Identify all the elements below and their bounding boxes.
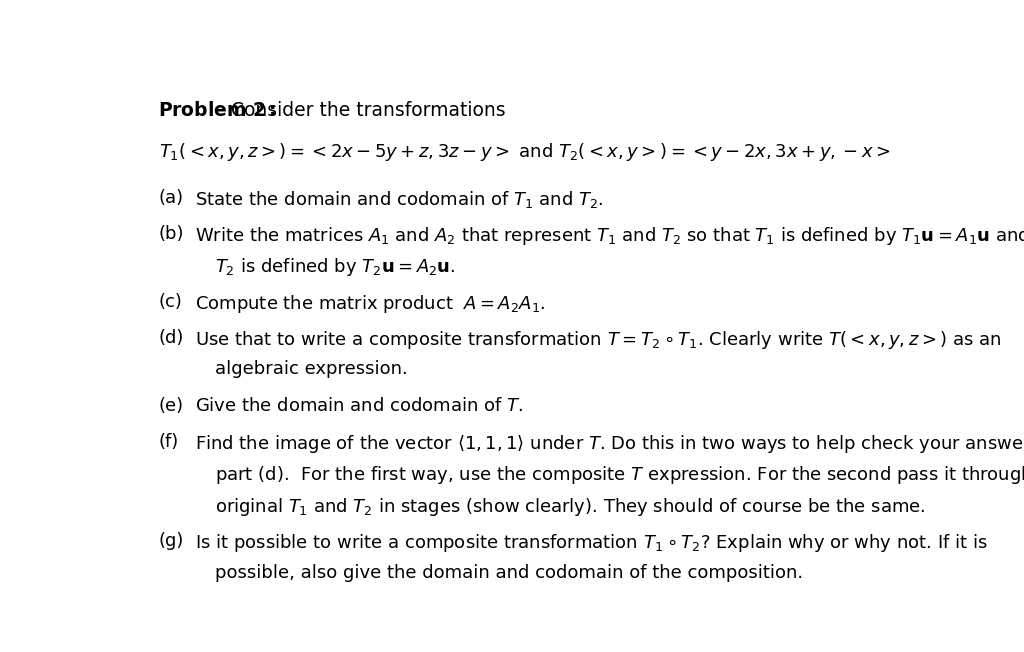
Text: algebraic expression.: algebraic expression. — [215, 361, 408, 378]
Text: $T_2$ is defined by $T_2\mathbf{u} = A_2\mathbf{u}$.: $T_2$ is defined by $T_2\mathbf{u} = A_2… — [215, 256, 456, 278]
Text: (a): (a) — [158, 188, 183, 207]
Text: Use that to write a composite transformation $T = T_2 \circ T_1$. Clearly write : Use that to write a composite transforma… — [196, 329, 1001, 351]
Text: Write the matrices $A_1$ and $A_2$ that represent $T_1$ and $T_2$ so that $T_1$ : Write the matrices $A_1$ and $A_2$ that … — [196, 225, 1024, 247]
Text: (f): (f) — [158, 433, 178, 451]
Text: original $T_1$ and $T_2$ in stages (show clearly). They should of course be the : original $T_1$ and $T_2$ in stages (show… — [215, 496, 926, 518]
Text: Find the image of the vector $\langle 1,1,1\rangle$ under $T$. Do this in two wa: Find the image of the vector $\langle 1,… — [196, 433, 1024, 454]
Text: $T_1(<x,y,z>)=<2x-5y+z,3z-y>$ and $T_2(<x,y>)=<y-2x,3x+y,-x>$: $T_1(<x,y,z>)=<2x-5y+z,3z-y>$ and $T_2(<… — [159, 141, 891, 163]
Text: Give the domain and codomain of $T$.: Give the domain and codomain of $T$. — [196, 396, 523, 415]
Text: (c): (c) — [158, 293, 182, 310]
Text: State the domain and codomain of $T_1$ and $T_2$.: State the domain and codomain of $T_1$ a… — [196, 188, 604, 210]
Text: (g): (g) — [158, 532, 183, 550]
Text: (d): (d) — [158, 329, 183, 347]
Text: (e): (e) — [158, 396, 183, 415]
Text: $\mathbf{Problem\ 2:}$: $\mathbf{Problem\ 2:}$ — [158, 101, 276, 120]
Text: (b): (b) — [158, 225, 183, 243]
Text: Is it possible to write a composite transformation $T_1 \circ T_2$? Explain why : Is it possible to write a composite tran… — [196, 532, 988, 554]
Text: Consider the transformations: Consider the transformations — [231, 101, 506, 120]
Text: possible, also give the domain and codomain of the composition.: possible, also give the domain and codom… — [215, 564, 804, 582]
Text: part (d).  For the first way, use the composite $T$ expression. For the second p: part (d). For the first way, use the com… — [215, 464, 1024, 486]
Text: Compute the matrix product  $A = A_2A_1$.: Compute the matrix product $A = A_2A_1$. — [196, 293, 546, 315]
